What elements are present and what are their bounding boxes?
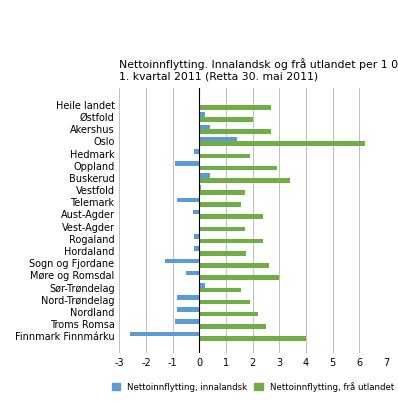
Bar: [199, 154, 250, 158]
Bar: [199, 336, 306, 341]
Bar: [199, 312, 258, 316]
Bar: [199, 227, 245, 231]
Bar: [199, 288, 241, 292]
Bar: [199, 129, 271, 134]
Bar: [194, 246, 199, 251]
Bar: [130, 332, 199, 336]
Bar: [199, 142, 365, 146]
Bar: [199, 178, 290, 182]
Bar: [199, 105, 271, 109]
Bar: [176, 320, 199, 324]
Bar: [199, 202, 241, 207]
Bar: [199, 173, 210, 178]
Bar: [199, 300, 250, 304]
Bar: [199, 137, 237, 142]
Bar: [199, 166, 277, 170]
Bar: [199, 190, 245, 195]
Bar: [177, 307, 199, 312]
Bar: [193, 210, 199, 215]
Bar: [199, 125, 210, 129]
Bar: [199, 324, 266, 329]
Bar: [199, 215, 263, 219]
Bar: [165, 259, 199, 263]
Bar: [199, 251, 246, 255]
Bar: [199, 283, 205, 288]
Bar: [176, 161, 199, 166]
Bar: [177, 295, 199, 300]
Legend: Nettoinnflytting, innalandsk, Nettoinnflytting, frå utlandet: Nettoinnflytting, innalandsk, Nettoinnfl…: [108, 379, 397, 395]
Bar: [199, 186, 201, 190]
Bar: [199, 117, 253, 122]
Bar: [186, 271, 199, 275]
Bar: [194, 149, 199, 154]
Bar: [199, 263, 269, 268]
Text: Nettoinnflytting. Innalandsk og frå utlandet per 1 000 av folkemengda.
1. kvarta: Nettoinnflytting. Innalandsk og frå utla…: [119, 59, 398, 82]
Bar: [199, 275, 279, 280]
Bar: [199, 239, 263, 243]
Bar: [199, 112, 205, 117]
Bar: [194, 234, 199, 239]
Bar: [177, 198, 199, 202]
